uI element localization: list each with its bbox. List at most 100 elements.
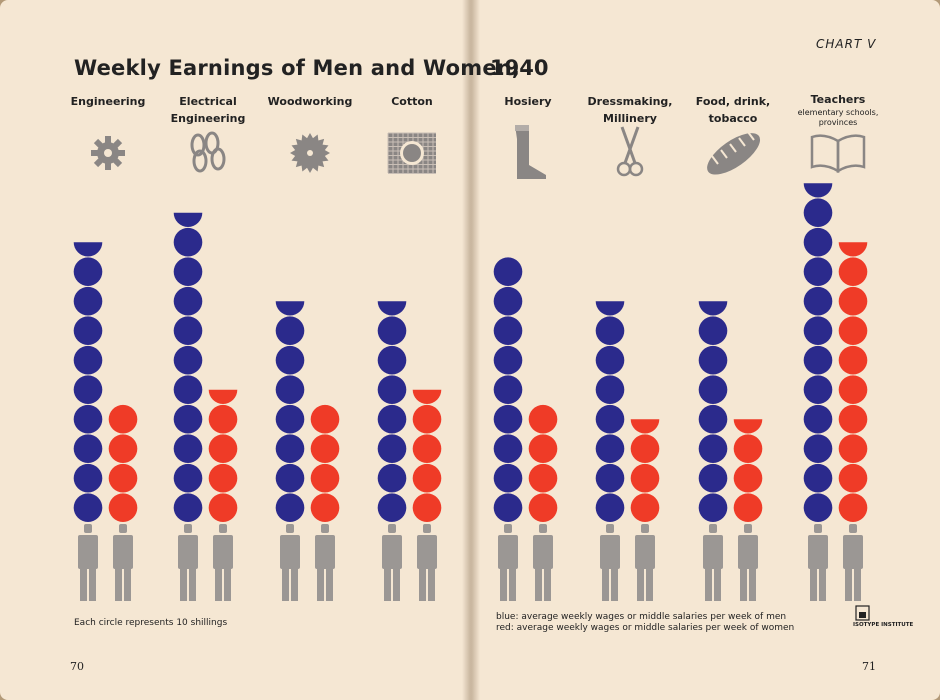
value-circle — [493, 257, 523, 287]
value-circle — [173, 434, 203, 464]
half-circle — [275, 301, 305, 316]
chart-title: Weekly Earnings of Men and Women, — [74, 56, 521, 80]
chart-title-year: 1940 — [490, 56, 549, 80]
man-figure — [280, 524, 300, 601]
book-icon — [810, 134, 866, 174]
man-figure — [498, 524, 518, 601]
category-label: Engineering — [70, 95, 146, 108]
saw-blade-icon — [290, 133, 330, 173]
value-circle — [838, 434, 868, 464]
man-figure — [703, 524, 723, 601]
value-circle — [595, 345, 625, 375]
book-gutter — [462, 0, 480, 700]
scissors-icon — [616, 126, 644, 177]
value-circle — [838, 257, 868, 287]
cotton-fabric-icon — [387, 132, 436, 174]
value-circle — [803, 434, 833, 464]
value-circle — [173, 227, 203, 257]
value-circle — [275, 316, 305, 346]
value-circle — [108, 463, 138, 493]
value-circle — [630, 434, 660, 464]
half-circle — [838, 242, 868, 257]
value-circle — [377, 434, 407, 464]
value-circle — [377, 316, 407, 346]
value-circle — [803, 345, 833, 375]
woman-figure — [213, 524, 233, 601]
man-figure — [78, 524, 98, 601]
value-circle — [377, 463, 407, 493]
value-circle — [838, 493, 868, 522]
women-bar — [412, 389, 442, 522]
woman-figure — [635, 524, 655, 601]
men-bar — [173, 212, 203, 522]
men-bar — [493, 257, 523, 522]
value-circle — [493, 375, 523, 405]
value-circle — [803, 463, 833, 493]
value-circle — [208, 434, 238, 464]
value-circle — [310, 434, 340, 464]
page-number-right: 71 — [862, 660, 876, 673]
half-circle — [698, 301, 728, 316]
value-circle — [493, 404, 523, 434]
half-circle — [595, 301, 625, 316]
value-circle — [528, 404, 558, 434]
value-circle — [493, 316, 523, 346]
value-circle — [528, 463, 558, 493]
value-circle — [310, 404, 340, 434]
value-circle — [595, 493, 625, 522]
chart-number: CHART V — [816, 37, 877, 51]
value-circle — [173, 257, 203, 287]
legend-blue: blue: average weekly wages or middle sal… — [496, 612, 787, 622]
value-circle — [630, 463, 660, 493]
value-circle — [698, 316, 728, 346]
value-circle — [73, 375, 103, 405]
value-circle — [698, 493, 728, 522]
women-bar — [630, 419, 660, 522]
value-circle — [73, 316, 103, 346]
value-circle — [275, 375, 305, 405]
women-bar — [838, 242, 868, 522]
category-label: Teachers elementary schools, provinces — [797, 93, 879, 127]
bread-icon — [707, 131, 761, 175]
half-circle — [173, 212, 203, 227]
value-circle — [173, 286, 203, 316]
value-circle — [838, 375, 868, 405]
value-circle — [803, 316, 833, 346]
value-circle — [108, 404, 138, 434]
value-circle — [73, 345, 103, 375]
category-label: Hosiery — [504, 95, 552, 108]
value-circle — [493, 434, 523, 464]
page-number-left: 70 — [70, 660, 84, 673]
value-circle — [275, 404, 305, 434]
value-circle — [493, 345, 523, 375]
value-circle — [377, 493, 407, 522]
value-circle — [73, 404, 103, 434]
value-circle — [595, 316, 625, 346]
value-circle — [803, 257, 833, 287]
value-circle — [412, 434, 442, 464]
value-circle — [733, 434, 763, 464]
value-circle — [698, 434, 728, 464]
gear-icon — [91, 136, 125, 170]
women-bar — [310, 404, 340, 522]
value-circle — [803, 286, 833, 316]
value-circle — [733, 493, 763, 522]
category-label: Cotton — [391, 95, 433, 108]
value-circle — [412, 463, 442, 493]
value-circle — [803, 404, 833, 434]
legend-red: red: average weekly wages or middle sala… — [496, 623, 795, 633]
value-circle — [73, 493, 103, 522]
value-circle — [73, 463, 103, 493]
woman-figure — [738, 524, 758, 601]
half-circle — [377, 301, 407, 316]
men-bar — [275, 301, 305, 522]
value-circle — [838, 463, 868, 493]
men-bar — [595, 301, 625, 522]
men-bar — [73, 242, 103, 522]
value-circle — [377, 345, 407, 375]
value-circle — [73, 434, 103, 464]
value-circle — [493, 286, 523, 316]
value-circle — [698, 463, 728, 493]
